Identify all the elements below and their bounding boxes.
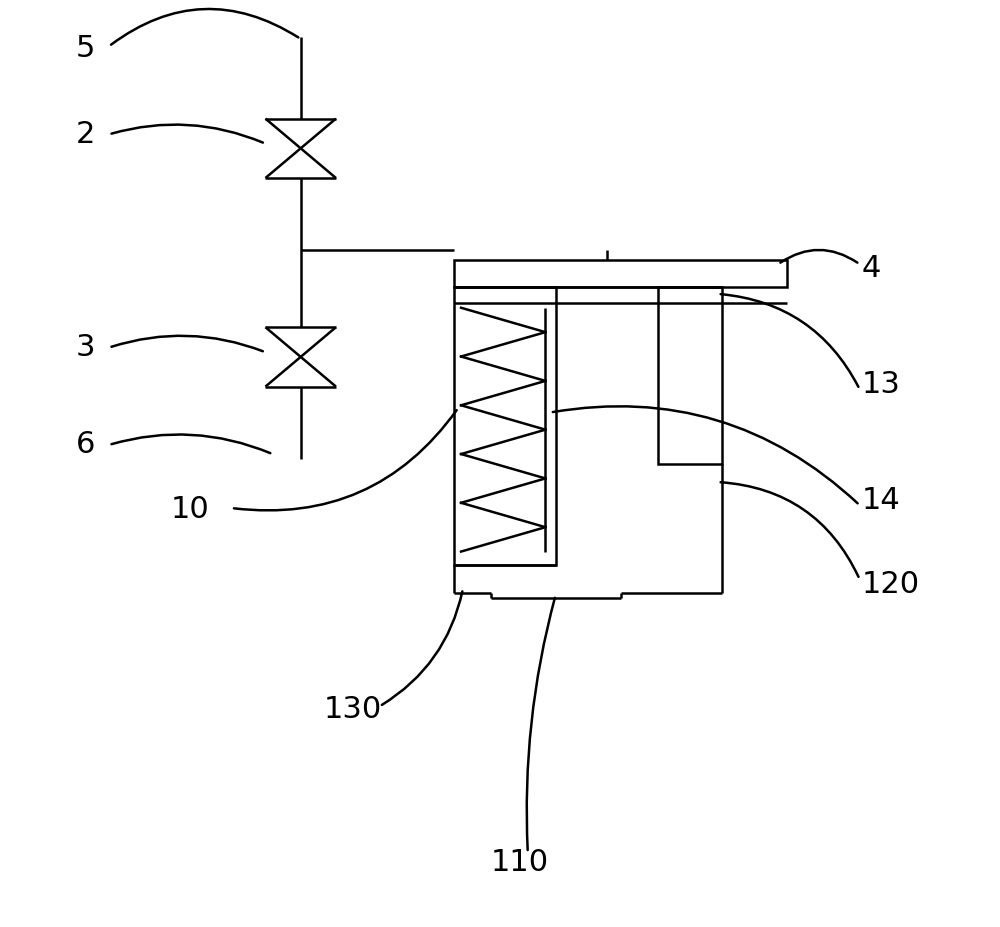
Text: 5: 5 — [75, 33, 95, 63]
Text: 13: 13 — [862, 370, 900, 400]
FancyArrowPatch shape — [527, 598, 555, 850]
FancyArrowPatch shape — [553, 406, 858, 503]
Text: 14: 14 — [862, 486, 900, 515]
FancyArrowPatch shape — [382, 591, 462, 705]
Text: 6: 6 — [75, 430, 95, 460]
FancyArrowPatch shape — [780, 250, 857, 262]
Text: 2: 2 — [75, 120, 95, 149]
Bar — [454, 287, 556, 565]
Text: 4: 4 — [862, 254, 881, 284]
FancyArrowPatch shape — [234, 410, 457, 511]
FancyArrowPatch shape — [111, 9, 298, 44]
Text: 10: 10 — [171, 495, 210, 525]
Text: 3: 3 — [75, 333, 95, 362]
FancyArrowPatch shape — [111, 124, 263, 143]
Bar — [454, 260, 787, 287]
Bar — [658, 287, 722, 464]
FancyArrowPatch shape — [111, 336, 263, 351]
FancyArrowPatch shape — [111, 435, 270, 453]
FancyArrowPatch shape — [721, 294, 858, 387]
Text: 130: 130 — [324, 694, 382, 724]
Text: 110: 110 — [491, 847, 549, 877]
Text: 120: 120 — [862, 569, 920, 599]
FancyArrowPatch shape — [721, 482, 859, 577]
